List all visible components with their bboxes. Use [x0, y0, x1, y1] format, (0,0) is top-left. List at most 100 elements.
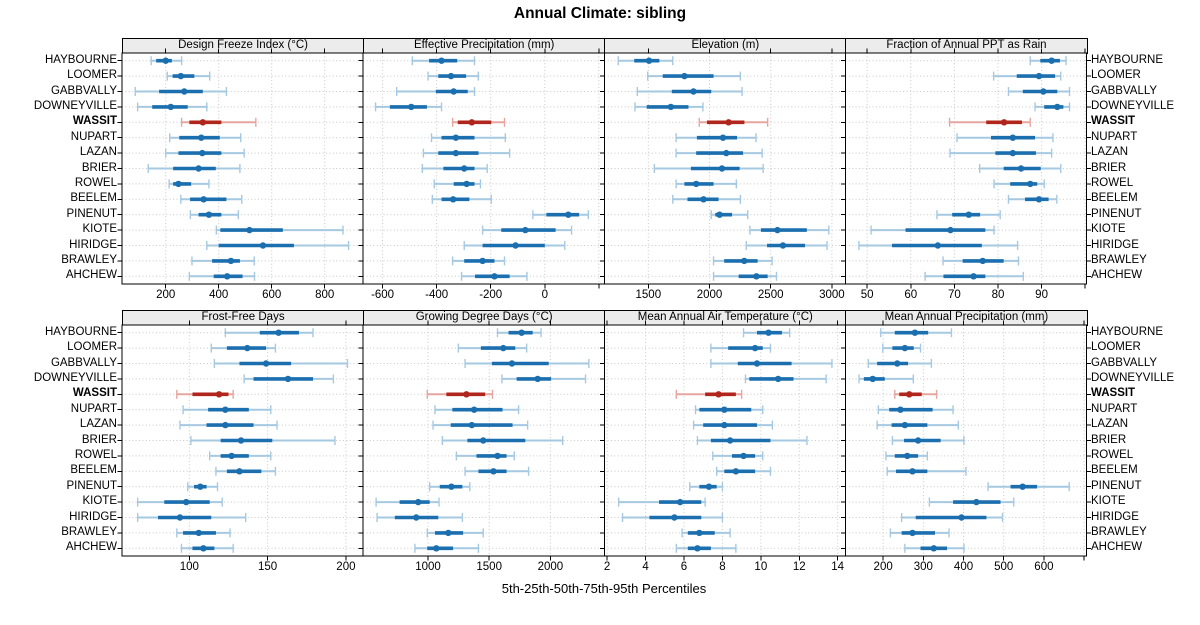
row-label-left-wassit: WASSIT: [72, 115, 117, 128]
median-dot: [197, 483, 204, 490]
median-dot: [979, 257, 986, 265]
median-dot: [448, 483, 455, 490]
median-dot: [452, 149, 460, 157]
x-tick-label: 150: [258, 561, 278, 573]
series-GABBVALLY: [636, 87, 743, 96]
row-label-right-brawley: BRAWLEY: [1091, 253, 1147, 266]
row-label-left-ahchew: AHCHEW: [65, 541, 117, 554]
row-label-left-pinenut: PINENUT: [66, 479, 117, 492]
series-LAZAN: [675, 148, 763, 158]
series-HIRIDGE: [136, 513, 247, 522]
row-label-left-brawley: BRAWLEY: [61, 253, 117, 266]
series-WASSIT: [698, 117, 769, 127]
page-title: Annual Climate: sibling: [513, 5, 687, 22]
panel-7: [599, 320, 850, 561]
series-HAYBOURNE: [617, 56, 674, 66]
row-label-left-hiridge: HIRIDGE: [69, 238, 117, 251]
series-BRIER: [441, 436, 564, 445]
row-label-right-pinenut: PINENUT: [1091, 207, 1142, 220]
series-ROWEL: [712, 451, 764, 461]
series-BRAWLEY: [942, 256, 1020, 266]
median-dot: [200, 196, 207, 203]
median-dot: [694, 545, 701, 552]
median-dot: [765, 329, 772, 336]
row-label-left-lazan: LAZAN: [79, 146, 117, 159]
series-AHCHEW: [924, 271, 1024, 281]
row-label-right-hiridge: HIRIDGE: [1091, 510, 1139, 523]
series-HAYBOURNE: [1029, 56, 1067, 66]
row-label-left-beelem: BEELEM: [70, 192, 117, 205]
row-label-right-hiridge: HIRIDGE: [1091, 238, 1139, 251]
x-tick-label: 10: [754, 561, 768, 573]
series-HIRIDGE: [621, 513, 724, 522]
median-dot: [645, 57, 653, 64]
series-AHCHEW: [712, 271, 778, 281]
series-BRIER: [653, 164, 764, 173]
median-dot: [227, 257, 235, 265]
x-tick-label: 200: [156, 289, 176, 301]
x-tick-label: 1000: [415, 561, 441, 573]
series-ROWEL: [675, 179, 738, 189]
median-dot: [246, 226, 253, 234]
series-KIOTE: [375, 497, 440, 507]
row-label-left-brawley: BRAWLEY: [61, 525, 117, 538]
median-dot: [447, 72, 455, 80]
median-dot: [175, 180, 182, 188]
series-GABBVALLY: [1007, 87, 1071, 96]
series-LOOMER: [457, 343, 528, 353]
median-dot: [167, 103, 174, 111]
median-dot: [897, 406, 904, 413]
median-dot: [909, 529, 916, 537]
series-NUPART: [430, 133, 507, 143]
row-label-right-nupart: NUPART: [1091, 130, 1138, 143]
median-dot: [1027, 180, 1034, 188]
series-NUPART: [694, 405, 764, 415]
series-PINENUT: [987, 482, 1070, 492]
median-dot: [195, 165, 202, 172]
series-LAZAN: [432, 420, 529, 430]
series-ROWEL: [208, 451, 272, 461]
median-dot: [518, 329, 525, 336]
series-WASSIT: [451, 117, 506, 127]
median-dot: [195, 529, 202, 537]
x-axis-title: 5th-25th-50th-75th-95th Percentiles: [501, 581, 707, 596]
panel-3: [599, 48, 850, 289]
median-dot: [779, 242, 787, 249]
x-tick-label: 4: [642, 561, 649, 573]
row-label-right-downeyville: DOWNEYVILLE: [1091, 371, 1175, 384]
series-HIRIDGE: [463, 241, 566, 250]
series-KIOTE: [481, 225, 573, 235]
median-dot: [671, 514, 678, 521]
median-dot: [934, 242, 942, 249]
row-label-right-rowel: ROWEL: [1091, 448, 1134, 461]
row-label-left-gabbvally: GABBVALLY: [50, 356, 117, 369]
series-BEELEM: [715, 466, 772, 476]
x-tick-label: 400: [953, 561, 974, 573]
median-dot: [199, 119, 207, 126]
median-dot: [463, 180, 470, 188]
series-BEELEM: [431, 194, 492, 204]
median-dot: [223, 273, 231, 280]
series-WASSIT: [894, 389, 938, 399]
series-LAZAN: [165, 148, 245, 158]
median-dot: [1035, 196, 1043, 203]
series-BRIER: [696, 436, 808, 445]
series-ROWEL: [168, 179, 210, 189]
series-ROWEL: [455, 451, 515, 461]
series-NUPART: [182, 405, 272, 415]
series-PINENUT: [532, 210, 590, 220]
series-KIOTE: [617, 497, 706, 507]
median-dot: [901, 344, 909, 352]
median-dot: [1035, 72, 1043, 80]
series-HAYBOURNE: [224, 328, 314, 338]
series-LAZAN: [876, 420, 960, 430]
series-BRIER: [421, 164, 488, 173]
row-label-right-lazan: LAZAN: [1091, 418, 1129, 431]
row-label-right-gabbvally: GABBVALLY: [1091, 356, 1158, 369]
x-tick-label: 200: [873, 561, 893, 573]
row-label-left-wassit: WASSIT: [72, 387, 117, 400]
series-DOWNEYVILLE: [243, 374, 335, 384]
median-dot: [973, 498, 980, 506]
row-label-left-nupart: NUPART: [70, 402, 117, 415]
